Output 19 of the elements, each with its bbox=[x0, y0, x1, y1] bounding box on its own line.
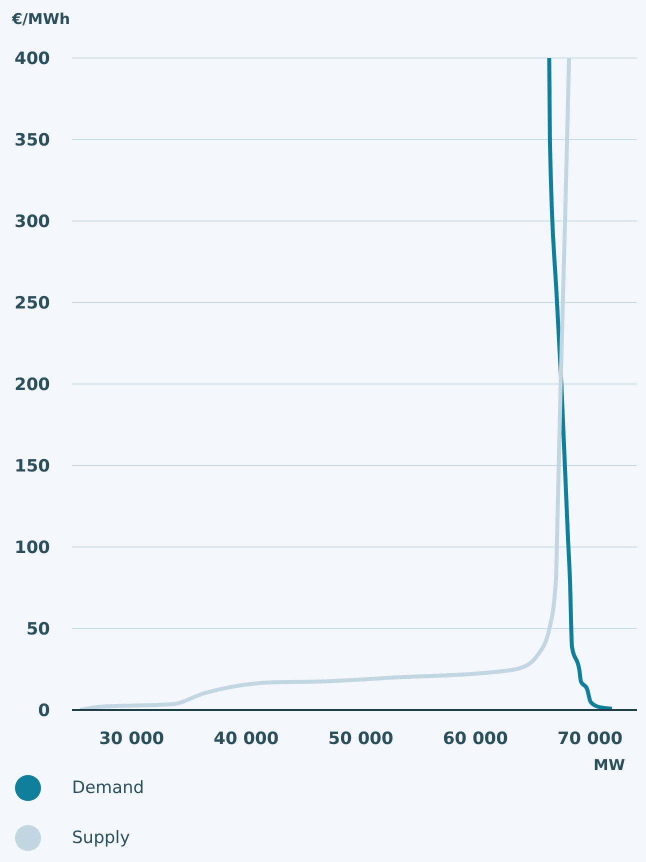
y-tick-label: 150 bbox=[14, 456, 50, 476]
y-tick-label: 200 bbox=[14, 375, 50, 395]
y-tick-label: 0 bbox=[38, 701, 50, 721]
x-tick-label: 70 000 bbox=[557, 729, 623, 750]
y-tick-label: 400 bbox=[14, 49, 50, 69]
x-tick-label: 30 000 bbox=[99, 729, 164, 750]
y-tick-label: 250 bbox=[14, 294, 50, 314]
x-axis-title: MW bbox=[594, 756, 626, 774]
y-tick-label: 50 bbox=[26, 620, 50, 640]
y-axis-title: €/MWh bbox=[12, 10, 70, 28]
y-tick-label: 350 bbox=[14, 130, 50, 150]
legend-label: Demand bbox=[72, 778, 144, 798]
legend-label: Supply bbox=[72, 828, 130, 848]
line-series bbox=[547, 58, 614, 710]
x-tick-label: 60 000 bbox=[442, 729, 508, 750]
y-tick-label: 100 bbox=[14, 538, 50, 558]
y-tick-label: 300 bbox=[14, 212, 50, 232]
x-tick-label: 50 000 bbox=[328, 729, 394, 750]
x-tick-label: 40 000 bbox=[214, 729, 279, 750]
